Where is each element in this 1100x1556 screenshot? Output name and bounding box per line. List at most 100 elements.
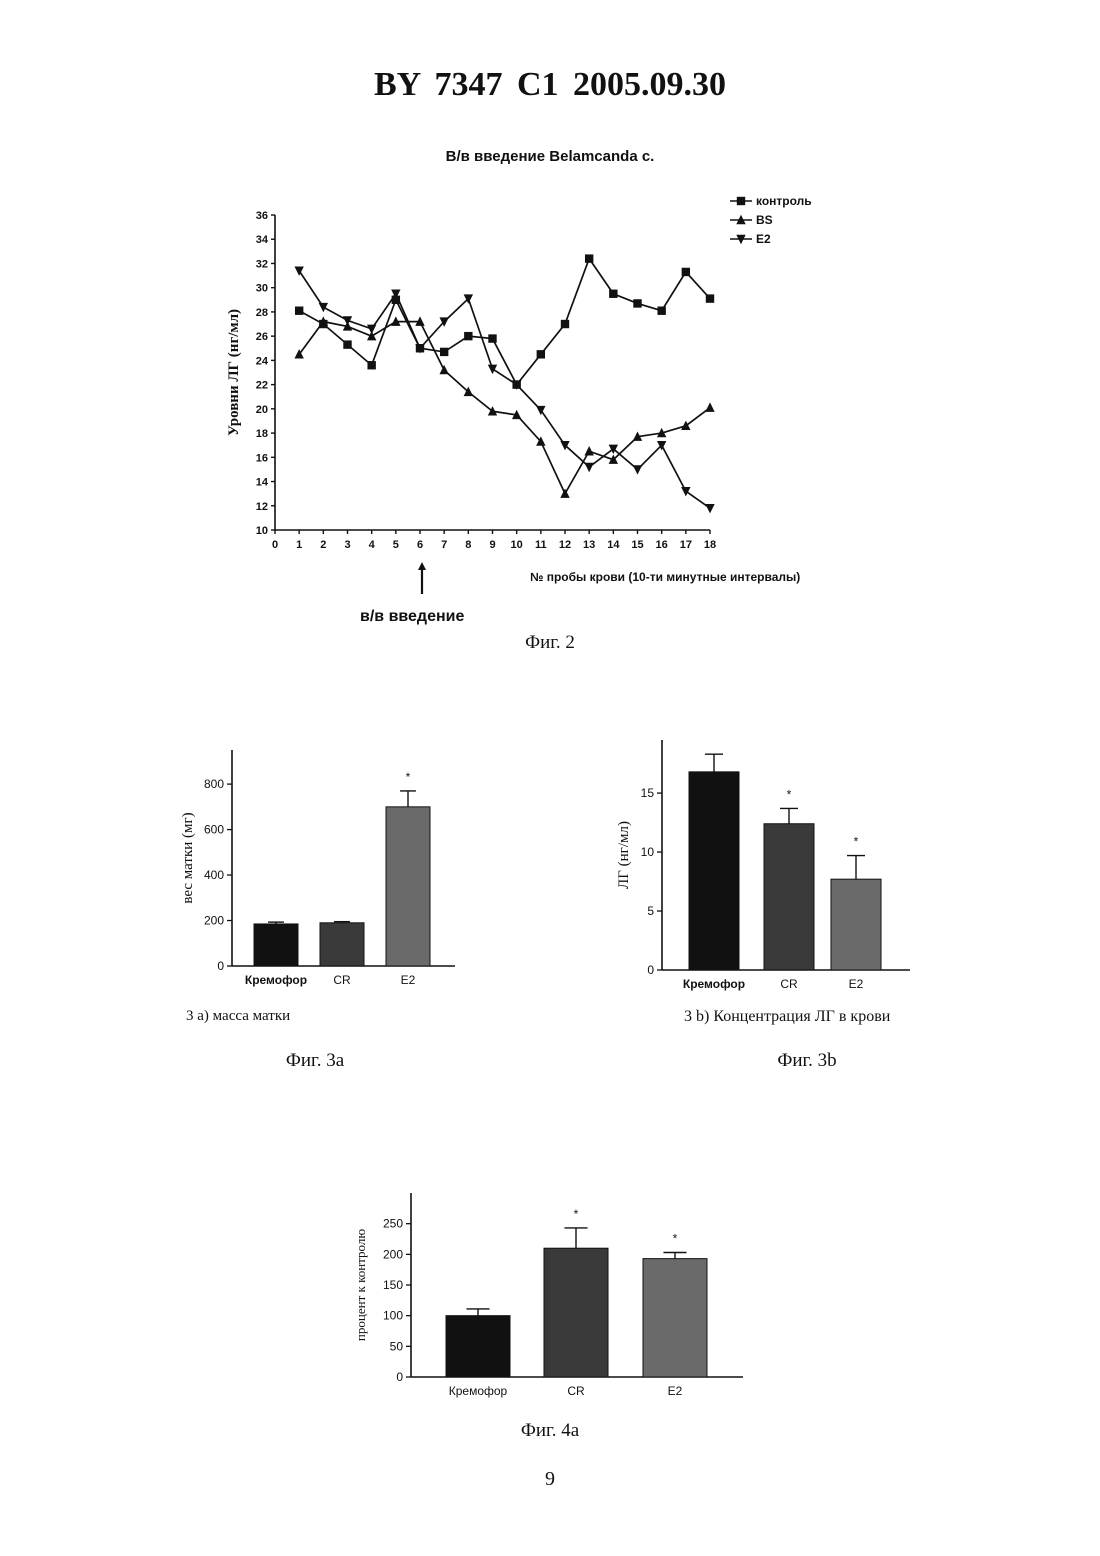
fig3b-significance-mark: * — [787, 787, 792, 801]
fig2-x-tick-label: 2 — [320, 539, 326, 551]
fig3a-y-tick-label: 200 — [204, 914, 224, 928]
fig2-data-point-0 — [464, 332, 472, 340]
fig2-y-tick-label: 12 — [256, 501, 268, 513]
fig2-data-point-2 — [319, 303, 328, 312]
fig2-data-point-0 — [561, 320, 569, 328]
fig2-y-tick-label: 14 — [256, 477, 269, 489]
fig2-x-tick-label: 12 — [559, 539, 571, 551]
fig3b-significance-mark: * — [854, 835, 859, 849]
fig2-caption: Фиг. 2 — [0, 632, 1100, 654]
fig3b-y-tick-label: 15 — [641, 786, 655, 800]
fig2-data-point-2 — [488, 365, 497, 374]
fig2-data-point-2 — [584, 463, 593, 472]
fig2-data-point-2 — [367, 325, 376, 334]
fig4a-bar — [544, 1248, 608, 1377]
fig2-x-tick-label: 14 — [607, 539, 620, 551]
fig2-data-point-0 — [682, 268, 690, 276]
fig2-x-tick-label: 11 — [535, 539, 547, 551]
fig2-data-point-0 — [633, 299, 641, 307]
fig3b-category-label: Кремофор — [683, 977, 745, 991]
fig2-data-point-1 — [439, 365, 448, 374]
document-header: BY 7347 C1 2005.09.30 — [0, 66, 1100, 104]
fig4a-y-tick-label: 100 — [383, 1309, 403, 1323]
fig2-data-point-0 — [585, 254, 593, 262]
fig2-x-tick-label: 7 — [441, 539, 447, 551]
fig2-data-point-2 — [633, 465, 642, 474]
fig4a-bar — [446, 1316, 510, 1377]
fig3b-y-tick-label: 0 — [647, 963, 654, 977]
injection-arrow-icon — [418, 562, 426, 594]
fig2-data-point-0 — [537, 350, 545, 358]
fig2-data-point-0 — [295, 307, 303, 315]
fig2-data-point-1 — [584, 446, 593, 455]
fig2-legend-marker — [737, 197, 745, 205]
fig3b-bar — [764, 824, 814, 970]
fig2-y-tick-label: 22 — [256, 380, 268, 392]
fig2-y-tick-label: 36 — [256, 210, 268, 222]
fig2-y-tick-label: 20 — [256, 404, 268, 416]
fig3a-category-label: Кремофор — [245, 973, 307, 987]
fig3a-significance-mark: * — [406, 770, 411, 784]
fig3b-subcaption: 3 b) Концентрация ЛГ в крови — [684, 1008, 890, 1026]
fig2-series-line-1 — [299, 322, 710, 494]
fig3a-y-tick-label: 400 — [204, 868, 224, 882]
fig3a-bar — [320, 923, 364, 966]
fig2-x-tick-label: 3 — [344, 539, 350, 551]
fig2-x-tick-label: 6 — [417, 539, 423, 551]
fig2-y-tick-label: 18 — [256, 428, 268, 440]
fig2-data-point-1 — [488, 406, 497, 415]
fig2-legend-label: E2 — [756, 232, 771, 246]
fig4a-category-label: CR — [567, 1384, 585, 1398]
fig3a-category-label: E2 — [401, 973, 416, 987]
fig3a-bar — [386, 807, 430, 966]
fig3a-y-axis-label: вес матки (мг) — [180, 812, 196, 903]
fig2-line-chart: 1012141618202224262830323436012345678910… — [220, 185, 900, 655]
fig4a-category-label: E2 — [668, 1384, 683, 1398]
fig3b-y-axis-label: ЛГ (нг/мл) — [616, 821, 632, 889]
fig2-y-tick-label: 32 — [256, 258, 268, 270]
fig2-y-tick-label: 10 — [256, 525, 268, 537]
fig2-x-tick-label: 16 — [656, 539, 668, 551]
fig4a-caption: Фиг. 4a — [475, 1420, 625, 1442]
fig2-y-tick-label: 34 — [256, 234, 269, 246]
fig4a-bar — [643, 1259, 707, 1377]
fig4a-significance-mark: * — [574, 1207, 579, 1221]
fig2-x-tick-label: 1 — [296, 539, 302, 551]
fig4a-y-axis-label: процент к контролю — [353, 1229, 368, 1341]
fig4a-bar-chart: 050100150200250Кремофор*CR*E2процент к к… — [345, 1175, 755, 1400]
fig2-data-point-2 — [681, 487, 690, 496]
fig2-data-point-1 — [560, 488, 569, 497]
fig4a-y-tick-label: 0 — [396, 1370, 403, 1384]
fig2-x-tick-label: 15 — [631, 539, 643, 551]
fig4a-y-tick-label: 50 — [390, 1339, 404, 1353]
fig2-data-point-1 — [705, 402, 714, 411]
fig3b-y-tick-label: 5 — [647, 904, 654, 918]
fig2-x-tick-label: 17 — [680, 539, 692, 551]
fig2-data-point-0 — [367, 361, 375, 369]
fig2-x-tick-label: 13 — [583, 539, 595, 551]
fig3a-subcaption: 3 a) масса матки — [186, 1008, 290, 1025]
fig2-data-point-0 — [343, 340, 351, 348]
fig3a-y-tick-label: 800 — [204, 777, 224, 791]
fig2-data-point-0 — [440, 348, 448, 356]
fig3b-category-label: E2 — [849, 977, 864, 991]
fig4a-significance-mark: * — [673, 1231, 678, 1245]
fig3a-y-tick-label: 600 — [204, 823, 224, 837]
fig3a-bar — [254, 924, 298, 966]
fig2-data-point-2 — [705, 504, 714, 513]
fig2-x-tick-label: 18 — [704, 539, 716, 551]
fig2-x-tick-label: 8 — [465, 539, 471, 551]
fig3b-category-label: CR — [780, 977, 798, 991]
fig3b-y-tick-label: 10 — [641, 845, 655, 859]
fig3b-bar — [831, 879, 881, 970]
fig2-x-tick-label: 10 — [511, 539, 523, 551]
fig3b-bar — [689, 772, 739, 970]
fig4a-category-label: Кремофор — [449, 1384, 508, 1398]
fig2-legend-label: BS — [756, 213, 773, 227]
fig2-x-tick-label: 5 — [393, 539, 399, 551]
fig3a-y-tick-label: 0 — [217, 959, 224, 973]
fig2-y-tick-label: 24 — [256, 355, 269, 367]
fig2-x-tick-label: 0 — [272, 539, 278, 551]
fig3a-caption: Фиг. 3a — [240, 1050, 390, 1072]
fig2-data-point-0 — [706, 294, 714, 302]
